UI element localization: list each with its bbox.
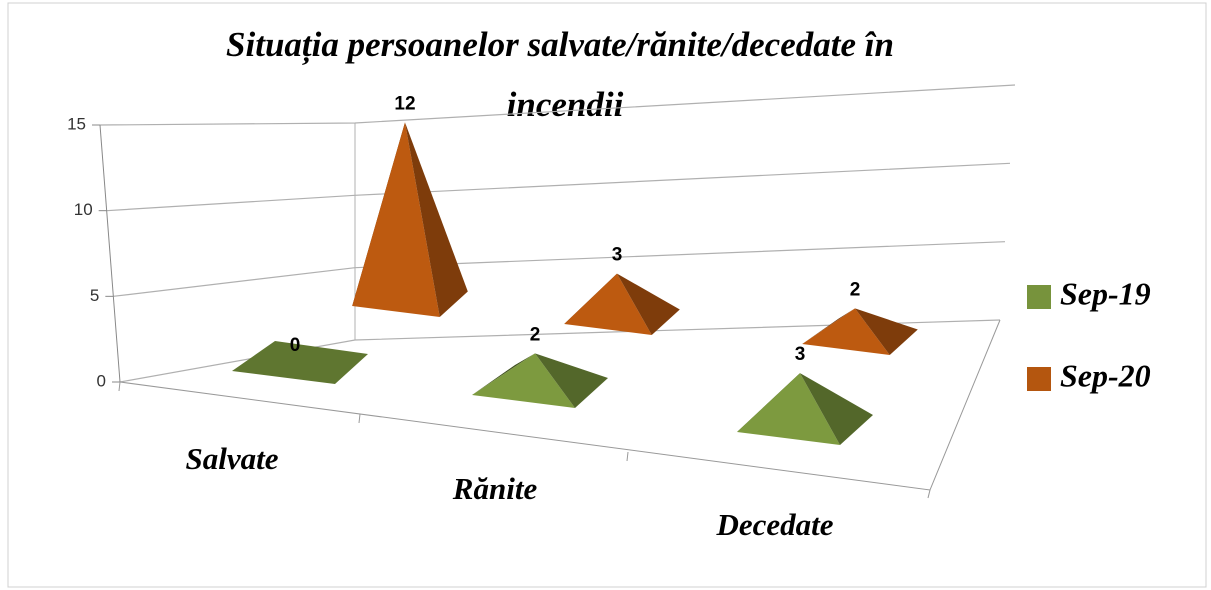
grid-line xyxy=(106,162,1011,212)
chart-frame xyxy=(7,2,1207,588)
pyramid-face xyxy=(564,273,652,335)
value-label: 3 xyxy=(612,245,623,266)
y-axis xyxy=(99,124,121,383)
pyramid-side xyxy=(405,122,468,318)
x-tick-label: Decedate xyxy=(715,507,833,542)
legend-label: Sep-19 xyxy=(1060,275,1151,311)
pyramid xyxy=(352,122,468,318)
grid-line xyxy=(113,241,1006,297)
y-tick-label: 10 xyxy=(74,200,93,219)
x-tick-label: Rănite xyxy=(452,471,538,506)
value-label: 2 xyxy=(850,279,861,300)
pyramid-face xyxy=(802,308,890,355)
x-tick xyxy=(118,381,121,392)
x-tick xyxy=(358,413,361,424)
pyramid-base xyxy=(232,341,368,384)
x-tick xyxy=(626,451,629,462)
pyramid xyxy=(737,373,873,445)
pyramid-side xyxy=(800,373,873,445)
pyramid-back xyxy=(802,308,855,344)
pyramid xyxy=(232,341,368,384)
y-tick-label: 15 xyxy=(67,114,86,133)
pyramid-side xyxy=(855,308,918,355)
pyramid-side xyxy=(617,273,680,335)
x-tick-label: Salvate xyxy=(186,441,279,476)
pyramid-side xyxy=(535,353,608,408)
pyramid xyxy=(472,353,608,408)
legend-label: Sep-20 xyxy=(1060,357,1151,393)
y-tick-label: 5 xyxy=(90,286,99,305)
value-label: 3 xyxy=(795,344,806,365)
y-tick-label: 0 xyxy=(97,371,106,390)
value-label: 0 xyxy=(290,335,301,356)
pyramid-face xyxy=(352,122,440,318)
legend-swatch xyxy=(1027,285,1051,309)
pyramid-face xyxy=(472,353,575,408)
chart-title: Situația persoanelor salvate/rănite/dece… xyxy=(226,25,894,124)
floor-right-tick xyxy=(927,489,931,499)
pyramid xyxy=(564,273,680,335)
pyramid-back xyxy=(472,353,535,395)
legend-swatch xyxy=(1027,367,1051,391)
pyramid xyxy=(802,308,918,355)
pyramid-face xyxy=(737,373,840,445)
value-label: 12 xyxy=(394,93,415,114)
value-label: 2 xyxy=(530,324,541,345)
